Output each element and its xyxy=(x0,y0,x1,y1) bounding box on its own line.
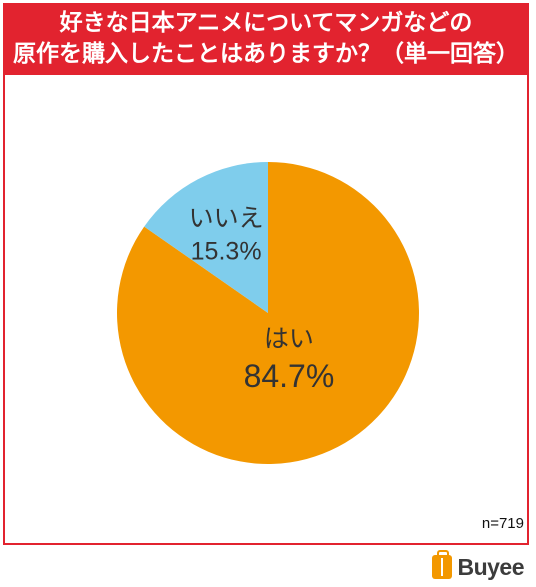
title-line-1: 好きな日本アニメについてマンガなどの xyxy=(59,10,473,36)
title-line-2: 原作を購入したことはありますか？（単一回答） xyxy=(13,41,519,67)
slice-label-yes: はい xyxy=(264,324,314,353)
pie-slice-no xyxy=(144,162,268,313)
slice-label-no: いいえ xyxy=(189,204,264,233)
sample-size-label: n=719 xyxy=(481,515,524,532)
logo-text: Buyee xyxy=(457,553,524,580)
slice-value-yes: 84.7% xyxy=(244,358,335,394)
buyee-logo: Buyee xyxy=(432,550,524,581)
chart-title: 好きな日本アニメについてマンガなどの 原作を購入したことはありますか？（単一回答… xyxy=(3,3,529,75)
slice-value-no: 15.3% xyxy=(191,238,262,266)
shopping-bag-icon xyxy=(432,550,453,579)
